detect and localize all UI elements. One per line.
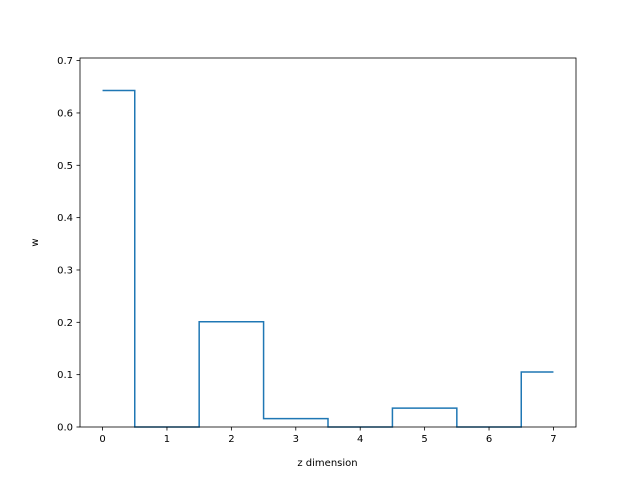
axes-frame xyxy=(79,57,577,428)
x-tick-label: 0 xyxy=(99,434,105,445)
x-axis-label: z dimension xyxy=(297,458,357,469)
x-tick-label: 4 xyxy=(357,434,363,445)
y-tick-label: 0.7 xyxy=(57,56,73,67)
y-tick-label: 0.4 xyxy=(57,213,73,224)
y-tick-label: 0.5 xyxy=(57,161,73,172)
x-tick-label: 5 xyxy=(421,434,427,445)
y-axis-label: w xyxy=(30,238,41,246)
y-tick-label: 0.1 xyxy=(57,370,73,381)
x-tick-label: 7 xyxy=(550,434,556,445)
plot-area: 0 1 2 3 4 5 6 7 0.0 0.1 0.2 0.3 0.4 0.5 0.6 0.7 xyxy=(57,56,577,445)
x-tick-label: 2 xyxy=(228,434,234,445)
y-tick-label: 0.2 xyxy=(57,318,73,329)
x-tick-label: 3 xyxy=(293,434,299,445)
x-tick-label: 6 xyxy=(486,434,492,445)
y-tick-label: 0.0 xyxy=(57,423,73,434)
x-tick-label: 1 xyxy=(164,434,170,445)
y-tick-label: 0.3 xyxy=(57,265,73,276)
y-tick-label: 0.6 xyxy=(57,108,73,119)
